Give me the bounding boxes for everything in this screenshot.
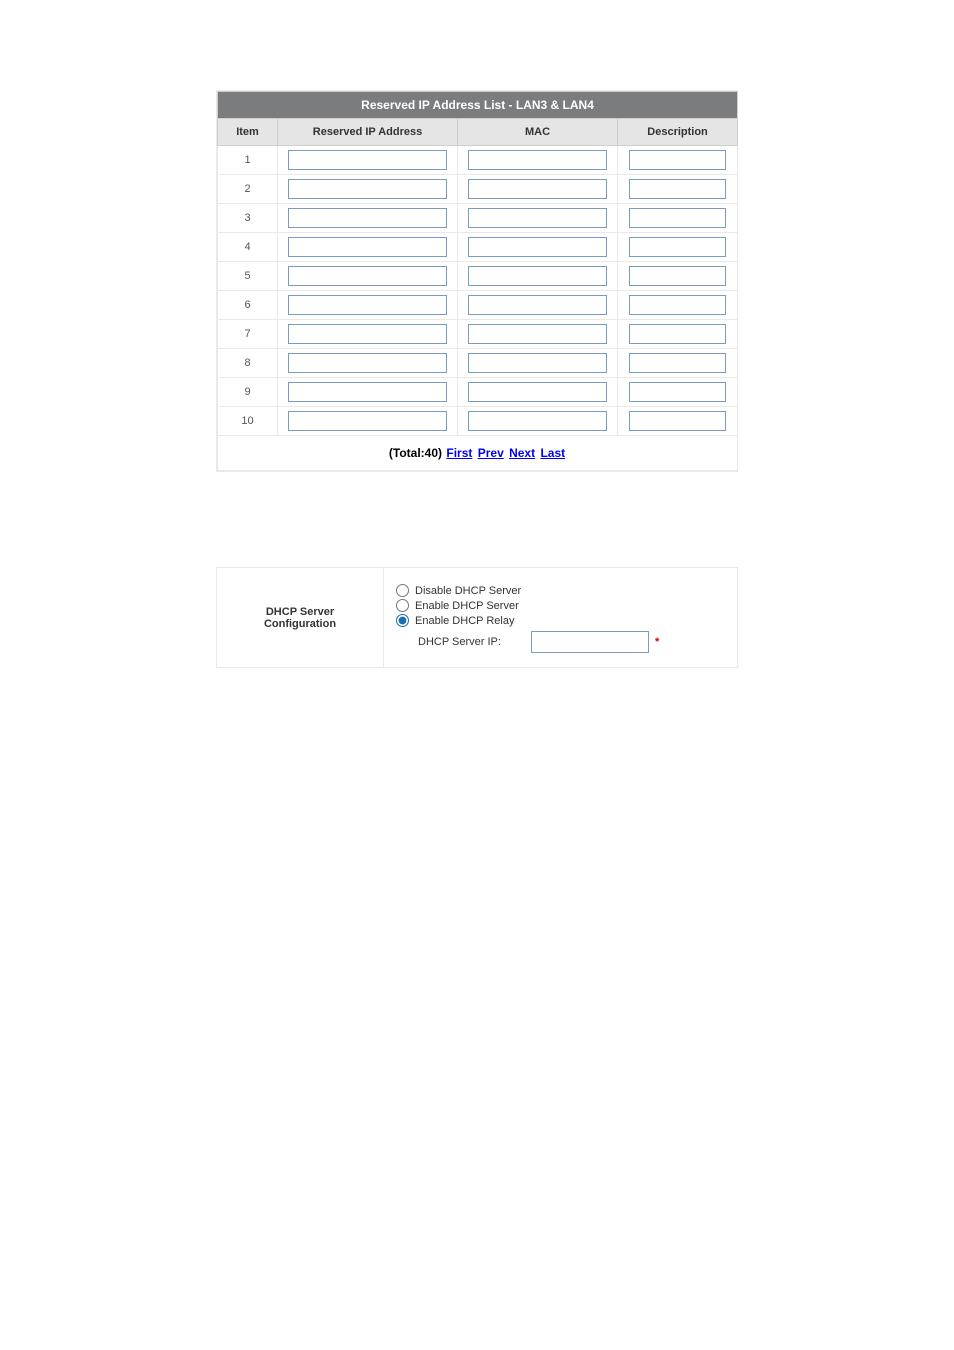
pager-first-link[interactable]: First	[446, 446, 472, 460]
dhcp-config-label: DHCP Server Configuration	[217, 568, 384, 667]
pager-total: (Total:40)	[389, 446, 445, 460]
description-input[interactable]	[629, 411, 725, 431]
mac-input[interactable]	[468, 237, 608, 257]
description-input[interactable]	[629, 382, 725, 402]
table-row: 1	[218, 146, 738, 175]
item-index: 7	[218, 320, 278, 349]
mac-input[interactable]	[468, 150, 608, 170]
table-title: Reserved IP Address List - LAN3 & LAN4	[218, 92, 738, 119]
mac-input[interactable]	[468, 324, 608, 344]
col-desc: Description	[618, 119, 738, 146]
mac-input[interactable]	[468, 382, 608, 402]
col-mac: MAC	[458, 119, 618, 146]
description-input[interactable]	[629, 353, 725, 373]
table-row: 6	[218, 291, 738, 320]
item-index: 5	[218, 262, 278, 291]
radio-enable-dhcp-label: Enable DHCP Server	[415, 600, 519, 612]
mac-input[interactable]	[468, 411, 608, 431]
mac-input[interactable]	[468, 295, 608, 315]
radio-enable-dhcp[interactable]: Enable DHCP Server	[396, 599, 725, 612]
reserved-ip-table: Reserved IP Address List - LAN3 & LAN4 I…	[216, 90, 738, 472]
reserved-ip-input[interactable]	[288, 208, 447, 228]
pager-next-link[interactable]: Next	[509, 446, 535, 460]
pagination: (Total:40) First Prev Next Last	[218, 436, 738, 471]
description-input[interactable]	[629, 150, 725, 170]
radio-enable-relay-label: Enable DHCP Relay	[415, 615, 514, 627]
mac-input[interactable]	[468, 208, 608, 228]
item-index: 9	[218, 378, 278, 407]
radio-disable-dhcp-input[interactable]	[396, 584, 409, 597]
reserved-ip-input[interactable]	[288, 237, 447, 257]
table-row: 8	[218, 349, 738, 378]
radio-enable-relay-input[interactable]	[396, 614, 409, 627]
description-input[interactable]	[629, 295, 725, 315]
description-input[interactable]	[629, 237, 725, 257]
table-row: 5	[218, 262, 738, 291]
mac-input[interactable]	[468, 353, 608, 373]
dhcp-server-ip-label: DHCP Server IP:	[418, 636, 501, 648]
item-index: 6	[218, 291, 278, 320]
table-row: 3	[218, 204, 738, 233]
radio-enable-relay[interactable]: Enable DHCP Relay	[396, 614, 725, 627]
pager-prev-link[interactable]: Prev	[478, 446, 504, 460]
reserved-ip-input[interactable]	[288, 411, 447, 431]
radio-enable-dhcp-input[interactable]	[396, 599, 409, 612]
mac-input[interactable]	[468, 179, 608, 199]
description-input[interactable]	[629, 266, 725, 286]
reserved-ip-input[interactable]	[288, 179, 447, 199]
radio-disable-dhcp[interactable]: Disable DHCP Server	[396, 584, 725, 597]
reserved-ip-input[interactable]	[288, 353, 447, 373]
item-index: 3	[218, 204, 278, 233]
table-row: 9	[218, 378, 738, 407]
item-index: 4	[218, 233, 278, 262]
pager-last-link[interactable]: Last	[540, 446, 565, 460]
item-index: 10	[218, 407, 278, 436]
item-index: 2	[218, 175, 278, 204]
mac-input[interactable]	[468, 266, 608, 286]
table-row: 10	[218, 407, 738, 436]
reserved-ip-input[interactable]	[288, 295, 447, 315]
reserved-ip-input[interactable]	[288, 324, 447, 344]
reserved-ip-input[interactable]	[288, 266, 447, 286]
table-row: 4	[218, 233, 738, 262]
description-input[interactable]	[629, 208, 725, 228]
dhcp-server-ip-input[interactable]	[531, 631, 649, 653]
description-input[interactable]	[629, 324, 725, 344]
dhcp-config-panel: DHCP Server Configuration Disable DHCP S…	[216, 567, 738, 668]
table-row: 7	[218, 320, 738, 349]
col-ip: Reserved IP Address	[278, 119, 458, 146]
description-input[interactable]	[629, 179, 725, 199]
reserved-ip-input[interactable]	[288, 150, 447, 170]
radio-disable-dhcp-label: Disable DHCP Server	[415, 585, 521, 597]
dhcp-config-content: Disable DHCP Server Enable DHCP Server E…	[384, 568, 738, 667]
item-index: 8	[218, 349, 278, 378]
item-index: 1	[218, 146, 278, 175]
table-row: 2	[218, 175, 738, 204]
col-item: Item	[218, 119, 278, 146]
reserved-ip-input[interactable]	[288, 382, 447, 402]
required-asterisk: *	[655, 636, 659, 648]
